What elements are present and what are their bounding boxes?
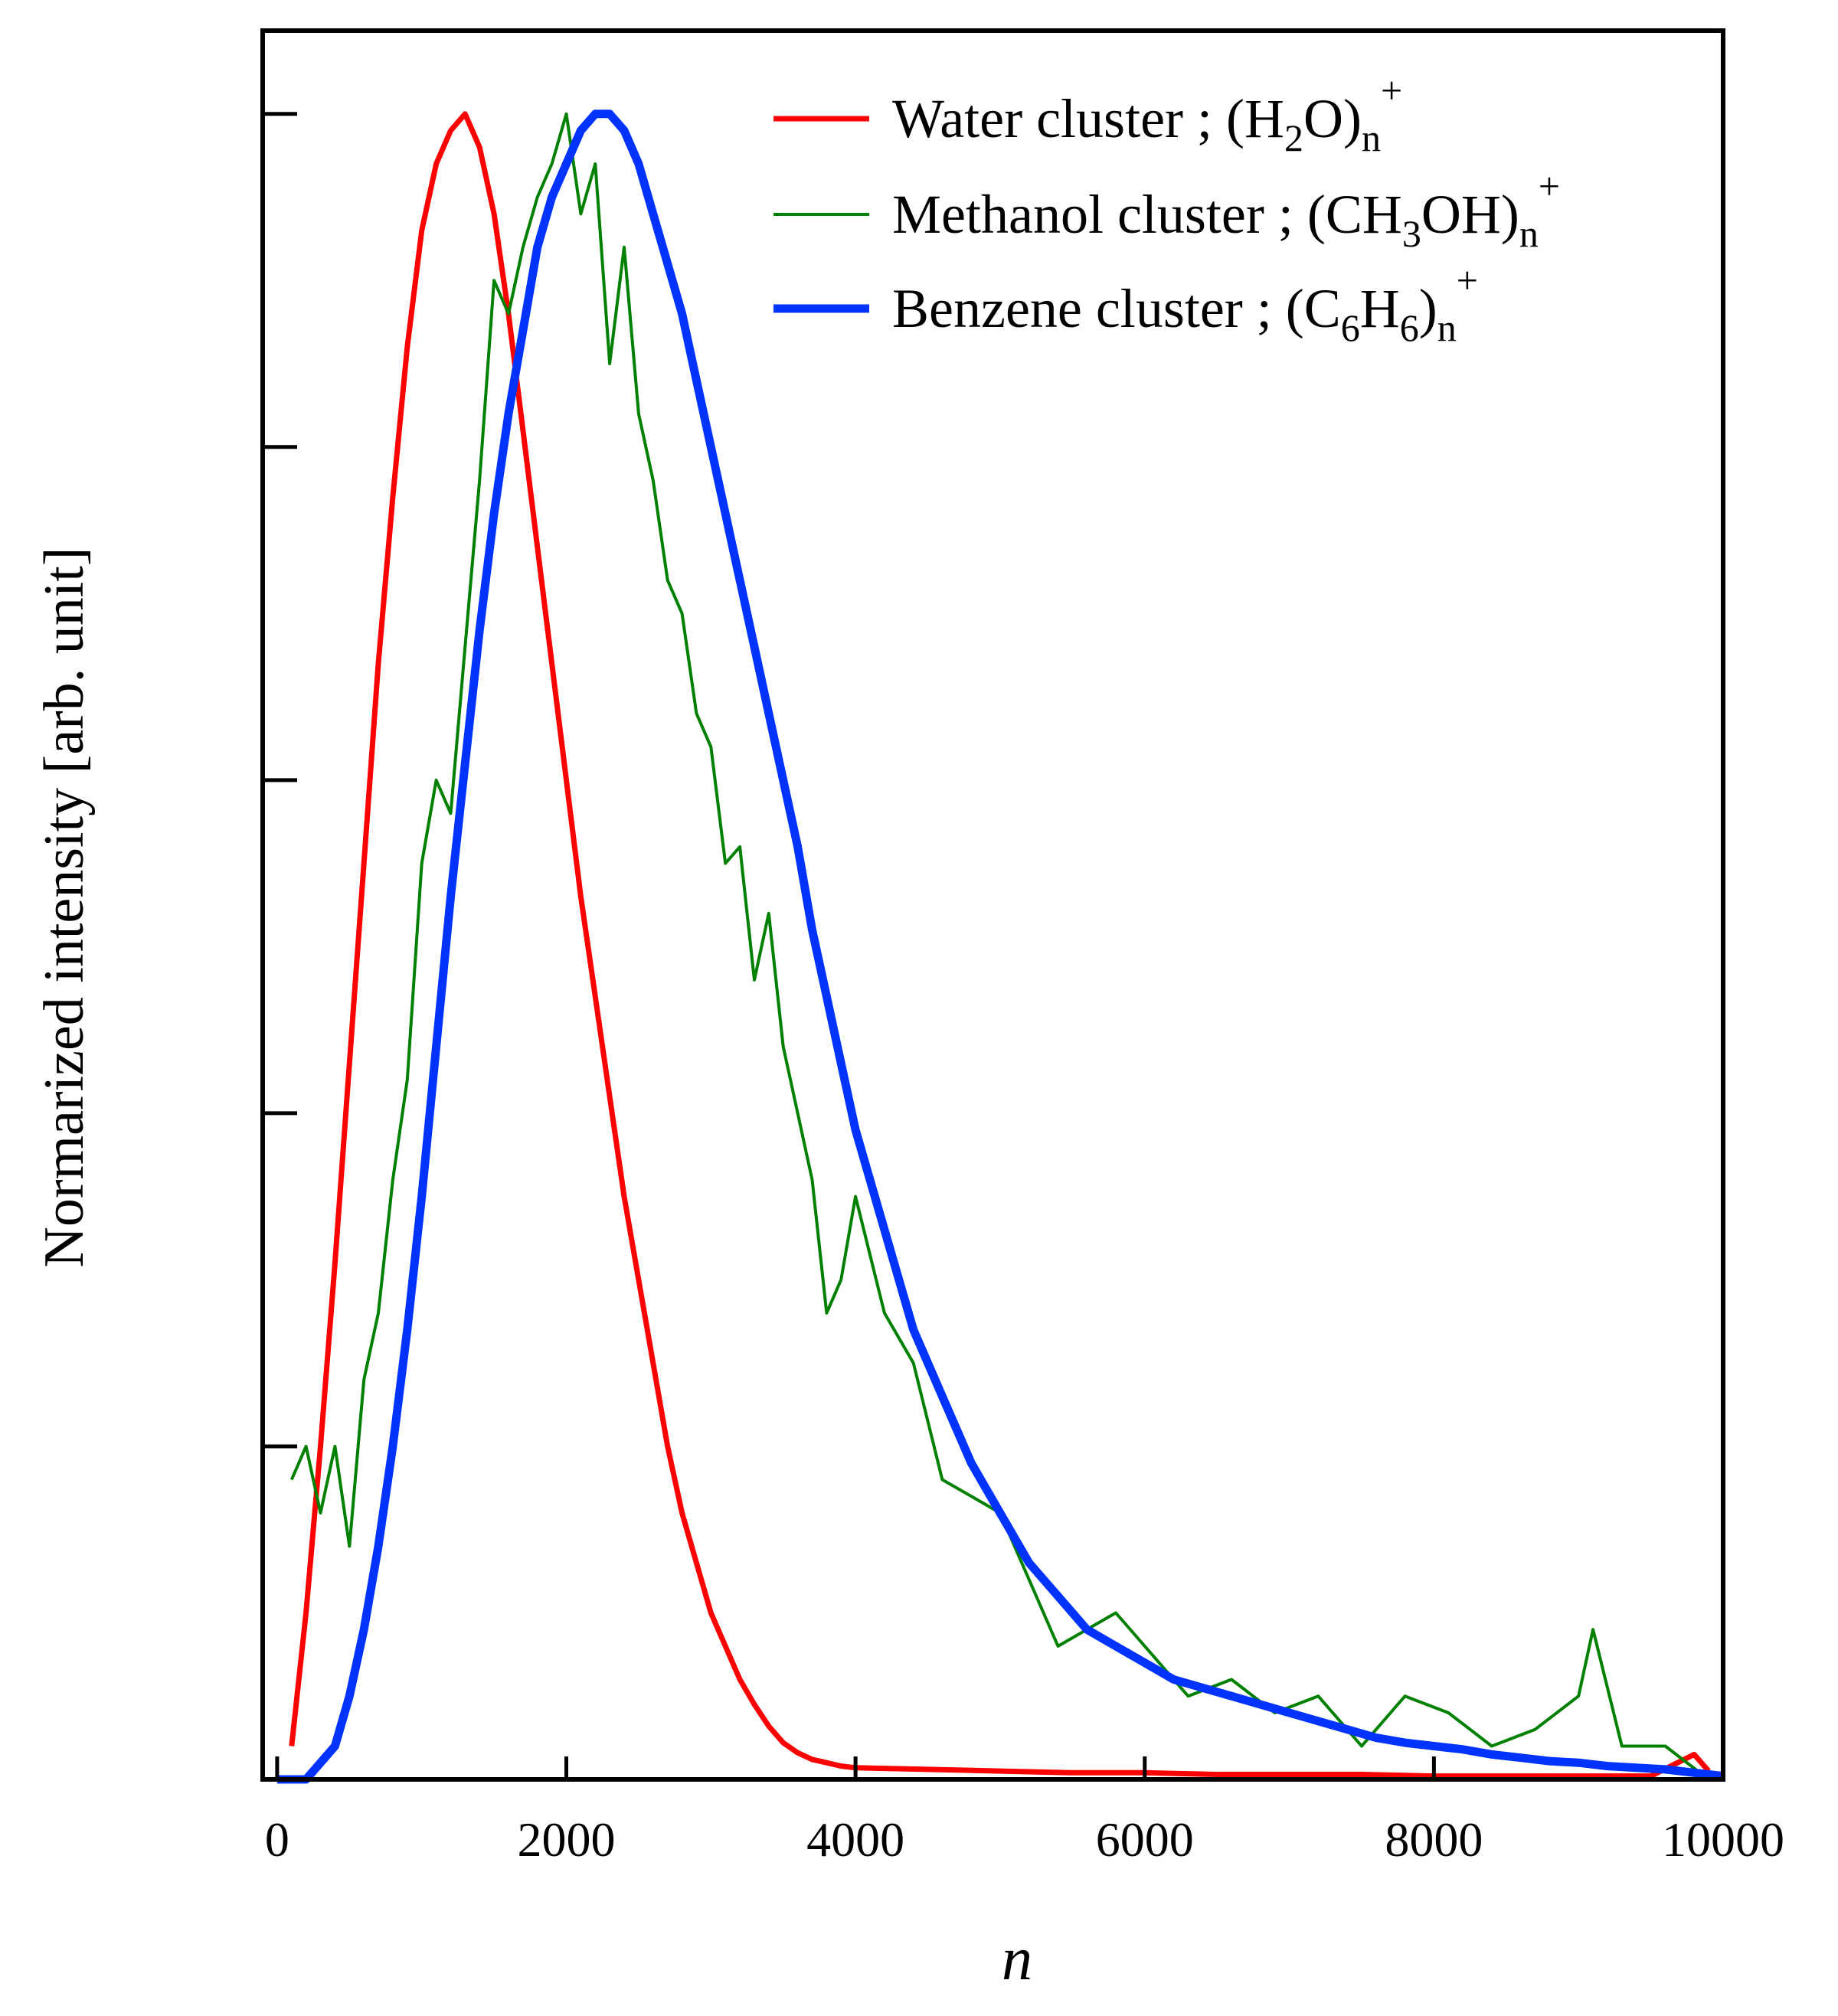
x-tick-label: 2000 [518, 1812, 616, 1867]
methanol-cluster-line [289, 112, 1710, 1781]
x-tick-label: 0 [265, 1812, 289, 1867]
plot-frame [260, 28, 1725, 1782]
water-cluster-legend-label: Water cluster ; (H2O)n+ [892, 69, 1402, 159]
benzene-cluster-line [276, 109, 1724, 1784]
y-axis-title: Normarized intensity [arb. unit] [33, 547, 96, 1267]
ticks-layer: 0 2000 4000 6000 8000 10000 [263, 112, 1784, 1867]
x-tick-label: 10000 [1662, 1812, 1784, 1867]
x-tick-label: 4000 [806, 1812, 904, 1867]
legend: Water cluster ; (H2O)n+Methanol cluster … [773, 69, 1560, 349]
water-cluster-line [289, 111, 1711, 1779]
x-tick-label: 6000 [1096, 1812, 1194, 1867]
series-layer [276, 109, 1724, 1784]
benzene-cluster-legend-label: Benzene cluster ; (C6H6)n+ [892, 259, 1478, 349]
x-tick-label: 8000 [1385, 1812, 1483, 1867]
x-axis-title: n [1002, 1926, 1032, 1993]
methanol-cluster-legend-label: Methanol cluster ; (CH3OH)n+ [892, 165, 1560, 255]
